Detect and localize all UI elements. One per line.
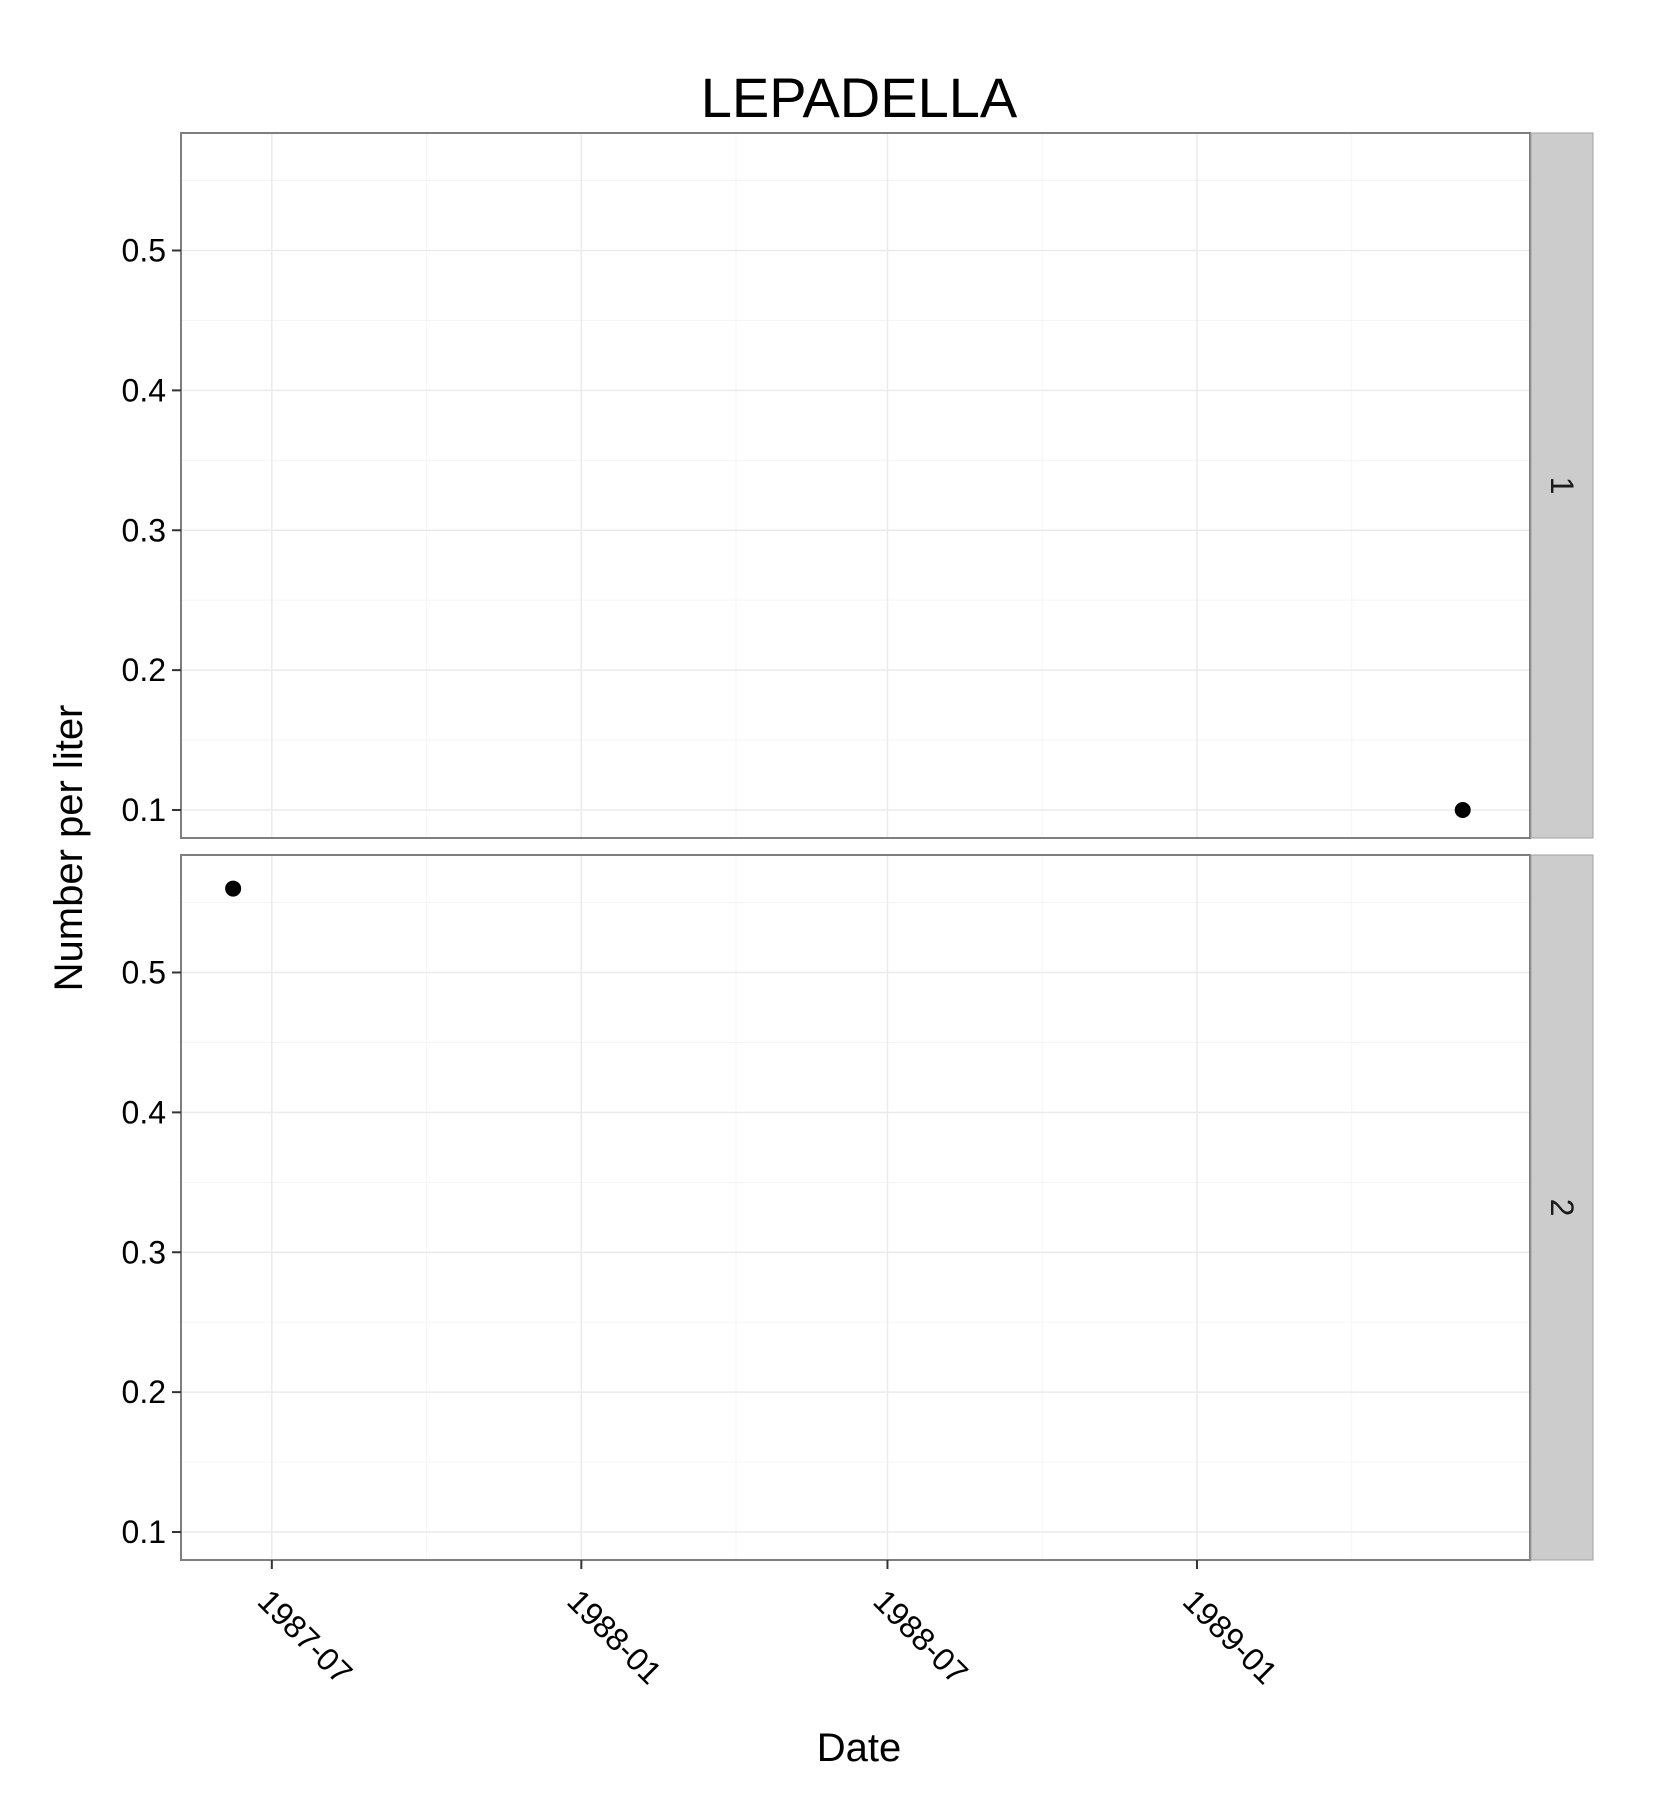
y-tick-label: 0.3 [122, 512, 166, 548]
x-tick-label: 1988-07 [867, 1582, 975, 1690]
y-tick-label: 0.3 [122, 1234, 166, 1270]
facet-strip-2: 2 [1530, 854, 1594, 1561]
y-tick-label: 0.5 [122, 233, 166, 269]
panel-background [181, 133, 1530, 838]
y-tick-label: 0.4 [122, 372, 166, 408]
y-tick-label: 0.5 [122, 955, 166, 991]
y-tick-label: 0.2 [122, 652, 166, 688]
y-tick-label: 0.2 [122, 1374, 166, 1410]
y-tick-label: 0.1 [122, 1514, 166, 1550]
panel-background [181, 855, 1530, 1560]
data-point [1454, 802, 1471, 819]
y-tick-label: 0.4 [122, 1094, 166, 1130]
panel-border [180, 854, 1531, 1561]
y-axis-title: Number per liter [47, 705, 91, 992]
strip-background [1530, 854, 1594, 1561]
x-tick-label: 1989-01 [1176, 1582, 1284, 1690]
x-axis: 1987-07 1988-01 1988-07 1989-01 [251, 1560, 1285, 1691]
facet-panel-2: 0.1 0.2 0.3 0.4 0.5 2 [122, 854, 1594, 1561]
chart-title: LEPADELLA [701, 66, 1018, 129]
x-axis-title: Date [817, 1726, 902, 1770]
panel-border [180, 132, 1531, 839]
y-tick-label: 0.1 [122, 792, 166, 828]
x-tick-label: 1988-01 [560, 1582, 668, 1690]
facet-strip-1: 1 [1530, 132, 1594, 839]
strip-background [1530, 132, 1594, 839]
x-tick-label: 1987-07 [251, 1582, 359, 1690]
strip-label: 2 [1544, 1199, 1580, 1217]
facet-panel-1: 0.1 0.2 0.3 0.4 0.5 1 [122, 132, 1594, 839]
strip-label: 1 [1544, 477, 1580, 495]
data-point [225, 880, 242, 897]
